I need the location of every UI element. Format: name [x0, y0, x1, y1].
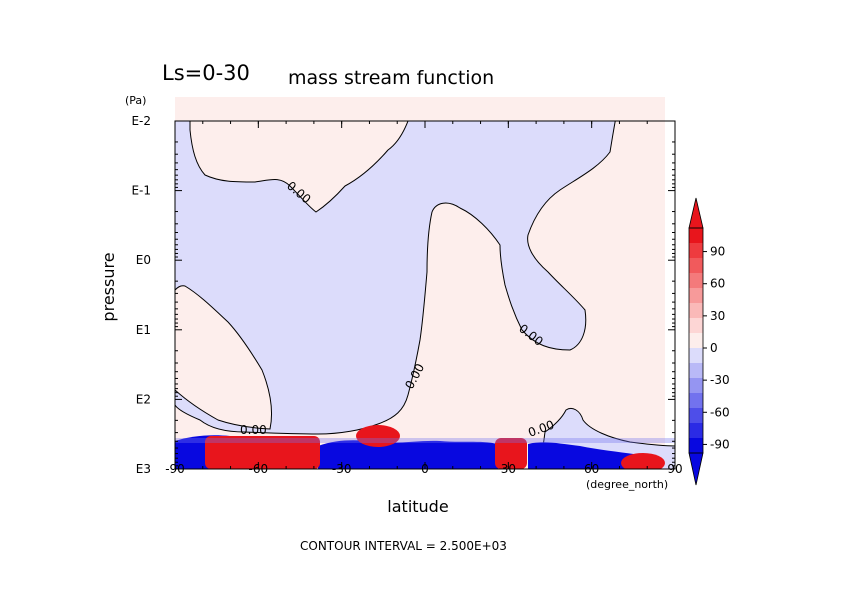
y-tick-label: E-2	[131, 114, 151, 128]
colorbar-swatch	[689, 438, 703, 454]
strong-negative-band-mid	[318, 440, 498, 469]
colorbar-swatch	[689, 348, 703, 364]
colorbar-swatch	[689, 228, 703, 244]
x-unit-label: (degree_north)	[586, 478, 668, 491]
colorbar-swatch	[689, 333, 703, 349]
colorbar-tick-label: 30	[710, 309, 725, 323]
strong-positive-cell-3	[495, 438, 527, 469]
negative-halo	[175, 438, 675, 443]
colorbar: 90 60 30 0 -30 -60 -90	[688, 197, 730, 486]
y-tick-label: E1	[136, 323, 151, 337]
chart-subtitle-left: Ls=0-30	[162, 61, 250, 85]
colorbar-tick-label: -30	[710, 373, 730, 387]
colorbar-bottom-arrow	[688, 452, 704, 486]
colorbar-swatch	[689, 408, 703, 424]
x-axis-title: latitude	[387, 497, 448, 516]
colorbar-tick-label: 60	[710, 277, 725, 291]
colorbar-swatch	[689, 363, 703, 379]
strong-negative-band-right	[528, 442, 640, 469]
colorbar-swatch	[689, 378, 703, 394]
chart-title: mass stream function	[288, 67, 494, 89]
colorbar-swatch	[689, 243, 703, 259]
y-axis-title: pressure	[99, 252, 118, 321]
colorbar-swatch	[689, 303, 703, 319]
y-axis: E3 E2 E1 E0 E-1 E-2	[131, 114, 675, 476]
colorbar-swatch	[689, 288, 703, 304]
colorbar-tick-label: -90	[710, 437, 730, 451]
colorbar-tick-label: 0	[710, 341, 718, 355]
strong-positive-cell-2	[356, 425, 400, 447]
contour-interval-note: CONTOUR INTERVAL = 2.500E+03	[300, 539, 507, 553]
colorbar-frame	[688, 227, 704, 454]
strong-positive-cell-4	[621, 453, 665, 469]
contour-label: 0.00	[240, 423, 267, 437]
colorbar-tick-label: -60	[710, 405, 730, 419]
colorbar-swatch	[689, 258, 703, 274]
y-tick-label: E2	[136, 392, 151, 406]
colorbar-top-arrow	[688, 197, 704, 229]
y-unit-label: (Pa)	[125, 94, 146, 107]
colorbar-swatch	[689, 423, 703, 439]
y-tick-label: E3	[136, 462, 151, 476]
y-tick-label: E-1	[131, 184, 151, 198]
negative-region	[175, 121, 616, 435]
strong-positive-cell-1	[205, 436, 320, 469]
colorbar-swatch	[689, 273, 703, 289]
y-tick-label: E0	[136, 253, 151, 267]
colorbar-swatch	[689, 318, 703, 334]
colorbar-tick-label: 90	[710, 245, 725, 259]
colorbar-swatch	[689, 393, 703, 409]
